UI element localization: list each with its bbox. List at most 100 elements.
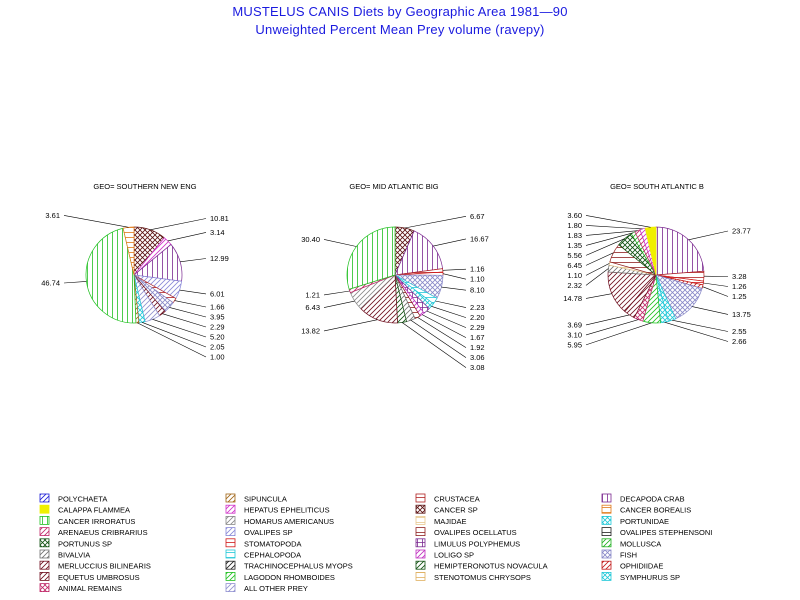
legend-label: CANCER BOREALIS [620, 506, 691, 515]
legend-item: HOMARUS AMERICANUS [225, 516, 334, 526]
legend-label: PORTUNIDAE [620, 517, 669, 526]
slice-label: 1.66 [210, 303, 225, 312]
slice-label: 13.82 [301, 326, 320, 335]
pie-chart-3: GEO= SOUTH ATLANTIC B 23.77 3.281.261.25 13… [563, 182, 751, 349]
legend-label: MOLLUSCA [620, 539, 661, 548]
legend-item: ALL OTHER PREY [225, 583, 308, 593]
legend-label: EQUETUS UMBROSUS [58, 573, 140, 582]
leader-line [63, 281, 87, 284]
legend-label: CALAPPA FLAMMEA [58, 506, 130, 515]
legend-swatch [39, 583, 50, 592]
legend-swatch [39, 504, 50, 514]
leader-line [585, 314, 630, 326]
slice-label: 2.23 [470, 303, 485, 312]
legend-swatch [39, 549, 50, 559]
legend-swatch [225, 549, 236, 559]
slice-label: 46.74 [41, 279, 60, 288]
leader-line [137, 322, 207, 358]
legend-label: LOLIGO SP [434, 551, 474, 560]
leader-line [585, 263, 610, 276]
leader-line [442, 273, 467, 280]
legend-swatch [415, 527, 426, 536]
slice-label: 2.55 [732, 327, 747, 336]
pie-slice [655, 226, 705, 276]
legend-swatch [415, 493, 426, 503]
legend-item: CANCER BOREALIS [601, 504, 691, 515]
slice-label: 2.05 [210, 343, 225, 352]
leader-line [433, 238, 467, 247]
slice-label: 14.78 [563, 294, 582, 303]
leader-line [585, 232, 634, 246]
leader-line [441, 286, 467, 291]
leader-line [323, 319, 378, 332]
legend-label: HOMARUS AMERICANUS [244, 517, 334, 526]
legend-swatch [225, 560, 236, 570]
legend-item: CALAPPA FLAMMEA [39, 504, 130, 515]
legend-label: LAGODON RHOMBOIDES [244, 573, 335, 582]
slice-label: 8.10 [470, 286, 485, 295]
legend-swatch [415, 516, 426, 525]
leader-line [585, 225, 643, 230]
legend-swatch [601, 504, 612, 514]
leader-line [169, 307, 207, 318]
slice-label: 1.26 [732, 282, 747, 291]
leader-line [323, 300, 355, 308]
leader-line [63, 215, 129, 228]
slice-label: 3.08 [470, 363, 485, 372]
slice-label: 30.40 [301, 235, 320, 244]
chart-subtitle: Unweighted Percent Mean Prey volume (rav… [255, 22, 545, 37]
leader-line [672, 319, 729, 332]
legend-swatch [601, 549, 612, 559]
leader-line [141, 322, 207, 348]
legend-item: MERLUCCIUS BILINEARIS [39, 560, 151, 571]
legend-item: STENOTOMUS CHRYSOPS [415, 572, 531, 582]
leader-line [664, 321, 729, 342]
legend-item: ANIMAL REMAINS [39, 583, 122, 593]
leader-line [435, 300, 467, 308]
pie-chart-1: GEO= SOUTHERN NEW ENG 10.81 3.14 12.99 6.01 1… [41, 182, 229, 362]
legend-label: BIVALVIA [58, 551, 90, 560]
legend-item: MAJIDAE [415, 516, 467, 526]
leader-line [688, 230, 729, 241]
slice-label: 5.95 [567, 340, 582, 349]
legend-label: PORTUNUS SP [58, 539, 112, 548]
slice-label: 2.29 [470, 323, 485, 332]
leader-line [323, 290, 350, 296]
legend-item: ARENAEUS CRIBRARIUS [39, 527, 148, 537]
slice-label: 2.32 [567, 281, 582, 290]
legend-item: PORTUNUS SP [39, 538, 112, 548]
legend: POLYCHAETA SIPUNCULA CRUSTACEA DECAPODA CRA… [39, 493, 712, 593]
leader-line [585, 293, 612, 299]
legend-swatch [415, 504, 426, 514]
slice-label: 3.61 [45, 211, 60, 220]
slice-label: 3.95 [210, 313, 225, 322]
slice-label: 1.00 [210, 353, 225, 362]
slice-label: 6.01 [210, 289, 225, 298]
legend-label: STENOTOMUS CHRYSOPS [434, 573, 531, 582]
legend-swatch [39, 538, 50, 548]
leader-line [410, 320, 467, 358]
slice-label: 12.99 [210, 254, 229, 263]
legend-item: HEPATUS EPHELITICUS [225, 504, 330, 515]
slice-label: 5.56 [567, 251, 582, 260]
leader-line [692, 306, 729, 315]
legend-swatch [415, 572, 426, 581]
legend-item: TRACHINOCEPHALUS MYOPS [225, 560, 353, 571]
leader-line [585, 322, 652, 346]
slice-label: 1.67 [470, 333, 485, 342]
legend-label: FISH [620, 551, 637, 560]
leader-line [703, 282, 729, 287]
legend-label: SIPUNCULA [244, 495, 287, 504]
legend-item: PORTUNIDAE [601, 516, 669, 526]
legend-label: ALL OTHER PREY [244, 584, 308, 593]
geo-label: GEO= SOUTHERN NEW ENG [93, 182, 196, 191]
leader-line [162, 313, 207, 328]
legend-swatch [39, 516, 50, 525]
leader-line [585, 319, 639, 336]
leader-line [152, 319, 207, 338]
legend-swatch [601, 560, 612, 570]
legend-label: CANCER IRRORATUS [58, 517, 135, 526]
legend-swatch [601, 516, 612, 525]
slice-label: 1.25 [732, 292, 747, 301]
slice-label: 6.67 [470, 212, 485, 221]
